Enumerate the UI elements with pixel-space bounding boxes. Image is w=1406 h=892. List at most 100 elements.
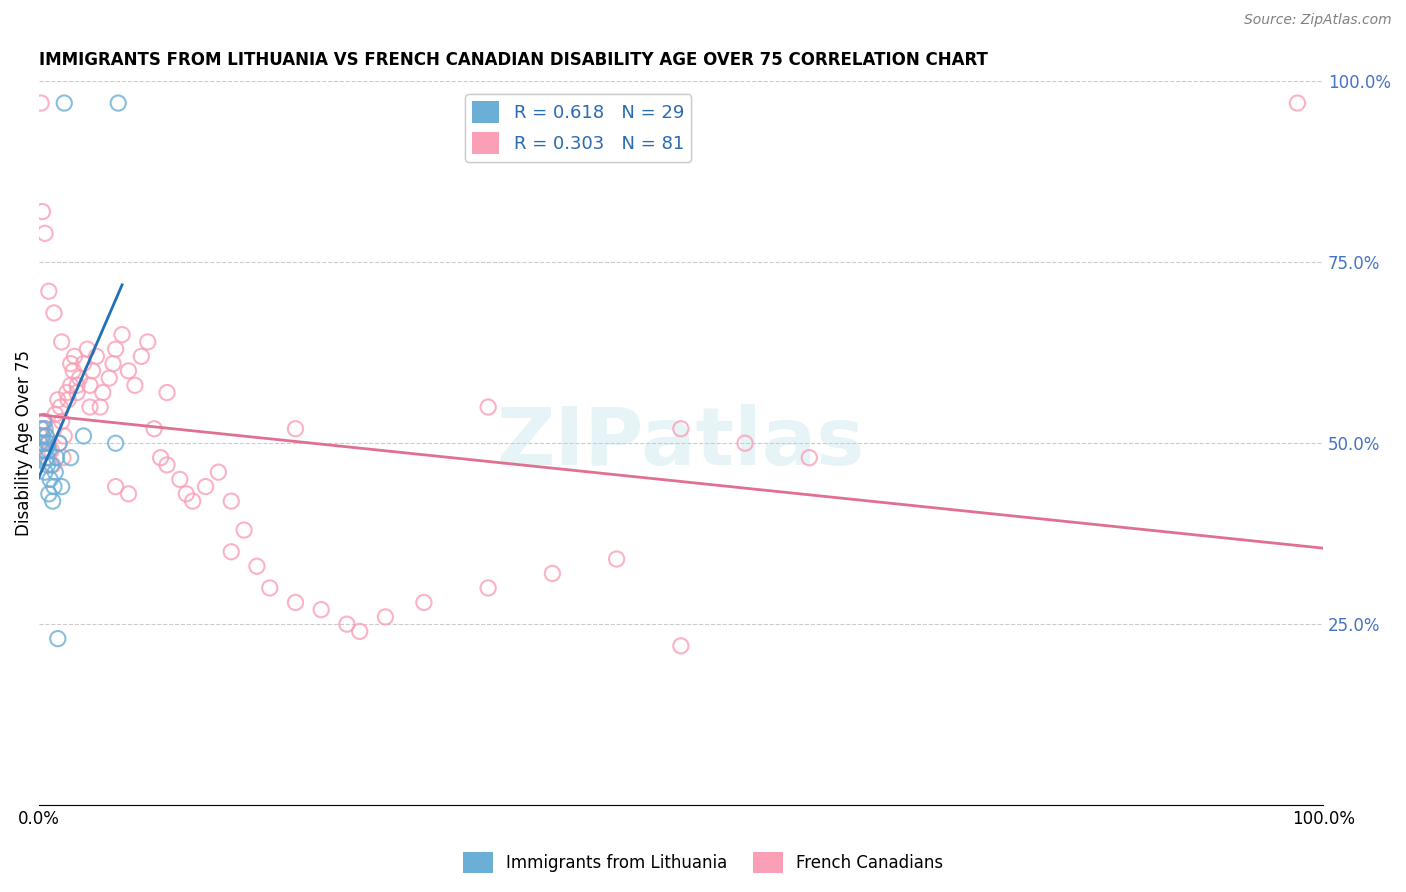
Point: [30, 96, 52, 111]
Point: [28, 436, 51, 450]
Point: [69, 371, 91, 385]
Point: [413, 595, 436, 609]
Point: [37, 458, 59, 472]
Point: [37, 436, 59, 450]
Point: [42, 422, 65, 436]
Point: [79, 378, 101, 392]
Point: [51, 480, 73, 494]
Point: [131, 350, 153, 364]
Point: [606, 552, 628, 566]
Text: Source: ZipAtlas.com: Source: ZipAtlas.com: [1244, 13, 1392, 28]
Point: [39, 472, 62, 486]
Y-axis label: Disability Age Over 75: Disability Age Over 75: [15, 351, 32, 536]
Point: [66, 378, 89, 392]
Point: [149, 450, 172, 465]
Point: [669, 422, 692, 436]
Point: [233, 523, 256, 537]
Point: [259, 581, 281, 595]
Text: IMMIGRANTS FROM LITHUANIA VS FRENCH CANADIAN DISABILITY AGE OVER 75 CORRELATION : IMMIGRANTS FROM LITHUANIA VS FRENCH CANA…: [38, 51, 987, 69]
Point: [79, 400, 101, 414]
Point: [30, 422, 52, 436]
Point: [174, 487, 197, 501]
Point: [117, 487, 139, 501]
Point: [734, 436, 756, 450]
Point: [38, 443, 60, 458]
Point: [38, 284, 60, 298]
Point: [156, 458, 179, 472]
Point: [51, 334, 73, 349]
Point: [34, 415, 56, 429]
Point: [309, 602, 332, 616]
Point: [48, 436, 70, 450]
Point: [207, 465, 229, 479]
Point: [34, 227, 56, 241]
Point: [46, 392, 69, 407]
Point: [219, 494, 242, 508]
Point: [41, 494, 63, 508]
Point: [38, 436, 60, 450]
Point: [35, 429, 58, 443]
Point: [51, 415, 73, 429]
Point: [49, 400, 72, 414]
Point: [66, 385, 89, 400]
Point: [45, 450, 67, 465]
Point: [104, 436, 127, 450]
Point: [336, 617, 359, 632]
Point: [38, 487, 60, 501]
Point: [89, 400, 111, 414]
Point: [41, 443, 63, 458]
Point: [53, 429, 76, 443]
Point: [104, 480, 127, 494]
Point: [37, 450, 59, 465]
Point: [63, 350, 86, 364]
Point: [56, 392, 79, 407]
Point: [117, 364, 139, 378]
Text: ZIPatlas: ZIPatlas: [496, 404, 865, 483]
Point: [44, 465, 66, 479]
Point: [477, 581, 499, 595]
Point: [34, 465, 56, 479]
Point: [541, 566, 564, 581]
Point: [31, 443, 53, 458]
Point: [59, 378, 82, 392]
Point: [284, 422, 307, 436]
Point: [59, 357, 82, 371]
Point: [156, 385, 179, 400]
Point: [52, 450, 75, 465]
Point: [111, 327, 134, 342]
Point: [42, 306, 65, 320]
Point: [86, 350, 108, 364]
Point: [799, 450, 821, 465]
Point: [107, 96, 129, 111]
Point: [181, 494, 204, 508]
Point: [32, 443, 55, 458]
Point: [31, 429, 53, 443]
Point: [349, 624, 371, 639]
Point: [246, 559, 269, 574]
Point: [98, 371, 121, 385]
Point: [169, 472, 191, 486]
Point: [669, 639, 692, 653]
Point: [31, 422, 53, 436]
Point: [56, 385, 79, 400]
Point: [28, 429, 51, 443]
Point: [35, 429, 58, 443]
Point: [30, 436, 52, 450]
Legend: R = 0.618   N = 29, R = 0.303   N = 81: R = 0.618 N = 29, R = 0.303 N = 81: [465, 94, 692, 161]
Point: [34, 422, 56, 436]
Point: [194, 480, 217, 494]
Point: [53, 96, 76, 111]
Point: [32, 415, 55, 429]
Point: [219, 545, 242, 559]
Point: [35, 450, 58, 465]
Point: [374, 610, 396, 624]
Point: [32, 436, 55, 450]
Point: [91, 385, 114, 400]
Point: [59, 450, 82, 465]
Point: [104, 342, 127, 356]
Point: [1286, 96, 1309, 111]
Point: [46, 632, 69, 646]
Point: [101, 357, 124, 371]
Point: [72, 429, 94, 443]
Point: [284, 595, 307, 609]
